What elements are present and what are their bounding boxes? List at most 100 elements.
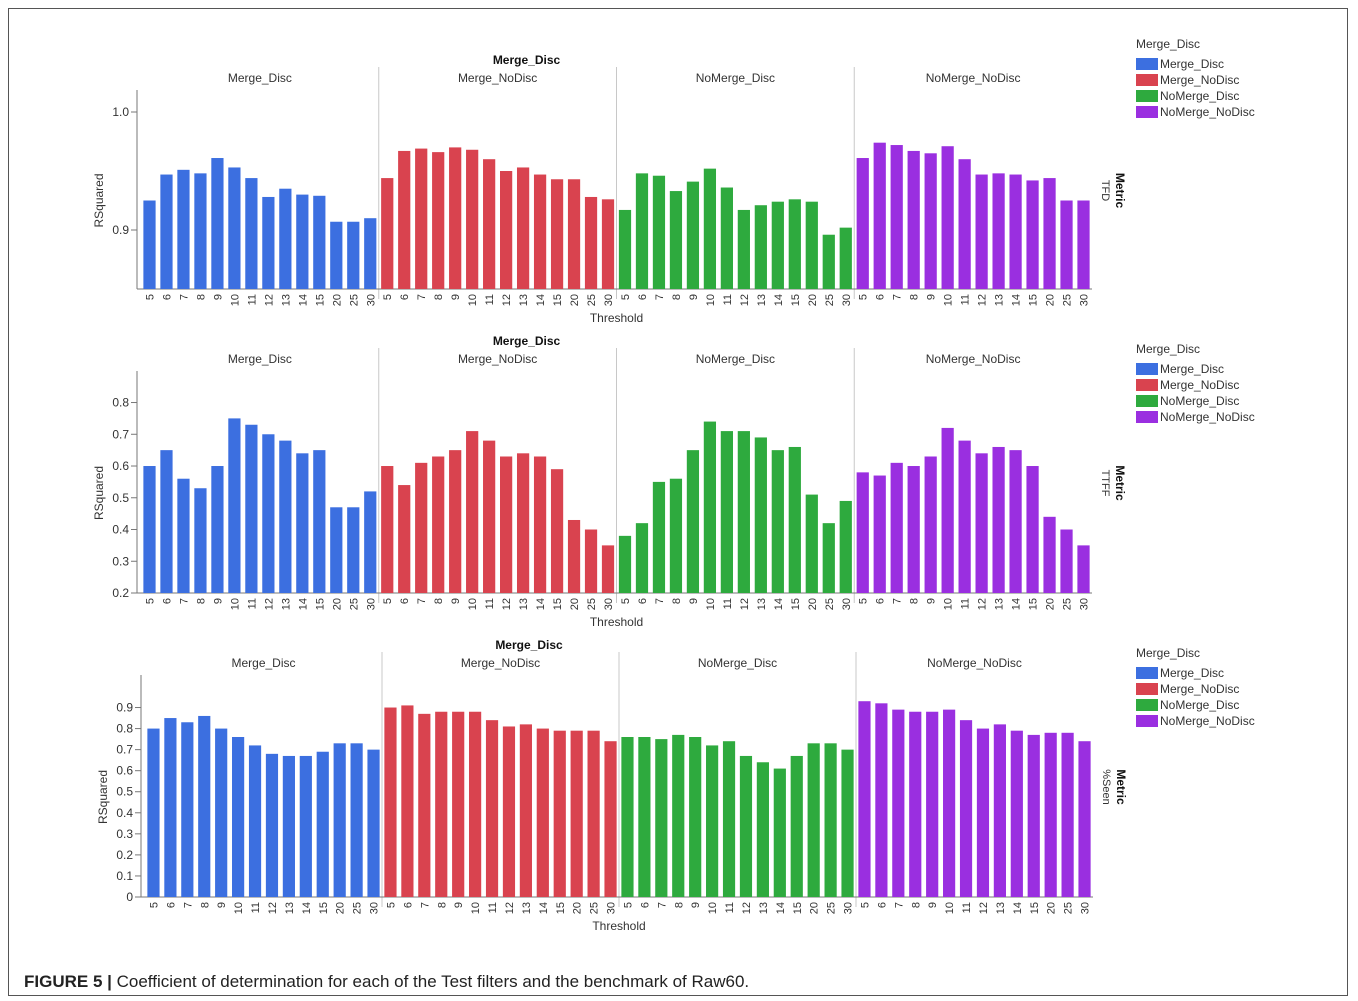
x-tick-label: 10 — [467, 294, 479, 306]
bar — [822, 523, 835, 593]
bar — [907, 466, 920, 593]
bar — [466, 431, 479, 593]
bar — [516, 453, 530, 593]
y-tick-label: 1.0 — [112, 105, 129, 119]
x-tick-label: 5 — [144, 598, 156, 604]
bar — [992, 173, 1005, 289]
bar — [384, 707, 397, 897]
x-tick-label: 12 — [739, 598, 751, 610]
legend-title: Merge_Disc — [1136, 646, 1200, 660]
x-tick-label: 14 — [1011, 294, 1023, 306]
bar — [601, 545, 615, 593]
x-tick-label: 14 — [301, 902, 313, 914]
bar — [466, 149, 479, 289]
x-tick-label: 13 — [756, 294, 768, 306]
bar — [1009, 174, 1022, 289]
bar — [652, 175, 666, 289]
x-tick-label: 11 — [722, 294, 734, 305]
bar — [435, 711, 448, 897]
chart-title: Merge_Disc — [495, 638, 563, 652]
x-tick-label: 20 — [807, 598, 819, 610]
x-tick-label: 7 — [892, 294, 904, 300]
bar — [672, 734, 685, 897]
x-tick-label: 12 — [263, 598, 275, 610]
x-tick-label: 9 — [926, 294, 938, 300]
x-tick-label: 10 — [467, 598, 479, 610]
legend-entry-label: Merge_Disc — [1160, 57, 1224, 71]
x-tick-label: 9 — [690, 902, 702, 908]
legend-swatch — [1136, 58, 1158, 70]
bar — [194, 488, 207, 593]
bar — [924, 456, 937, 593]
group-header-label: Merge_Disc — [228, 71, 292, 85]
bar — [807, 743, 820, 897]
x-tick-label: 25 — [826, 902, 838, 914]
bar — [347, 221, 360, 289]
group-header-label: NoMerge_NoDisc — [926, 352, 1021, 366]
bar — [296, 194, 309, 289]
bar — [993, 724, 1006, 897]
bar — [570, 730, 583, 897]
x-tick-label: 7 — [178, 598, 190, 604]
x-axis-label: Threshold — [590, 311, 643, 325]
bar — [638, 737, 651, 897]
bar — [722, 741, 736, 897]
bar — [822, 234, 835, 289]
legend-entry-label: Merge_NoDisc — [1160, 682, 1239, 696]
bar — [1026, 180, 1039, 289]
bar — [635, 173, 649, 289]
x-tick-label: 6 — [639, 902, 651, 908]
bar — [1010, 730, 1023, 897]
bar — [533, 174, 547, 289]
x-tick-label: 6 — [637, 598, 649, 604]
x-tick-label: 13 — [758, 902, 770, 914]
x-tick-label: 11 — [960, 294, 972, 305]
x-tick-label: 8 — [909, 598, 921, 604]
x-tick-label: 25 — [1063, 902, 1075, 914]
bar — [452, 711, 465, 897]
bar — [282, 755, 295, 897]
bar — [519, 724, 532, 897]
bar — [618, 535, 632, 593]
x-tick-label: 12 — [978, 902, 990, 914]
x-tick-label: 15 — [314, 598, 326, 610]
bar — [890, 462, 903, 593]
x-tick-label: 9 — [216, 902, 228, 908]
facet-side-label: TTFF — [1099, 470, 1111, 497]
bar — [364, 218, 377, 289]
bar — [788, 199, 801, 289]
bar — [926, 711, 939, 897]
bar — [211, 466, 224, 593]
x-tick-label: 5 — [620, 598, 632, 604]
bar — [1026, 466, 1039, 593]
group-header-label: Merge_NoDisc — [461, 656, 540, 670]
legend: Merge_Disc Merge_Disc Merge_NoDisc NoMerge_… — [1136, 342, 1255, 424]
x-tick-label: 8 — [433, 294, 445, 300]
x-tick-label: 10 — [470, 902, 482, 914]
x-tick-label: 30 — [1080, 902, 1092, 914]
bar — [618, 209, 632, 289]
bar — [805, 494, 818, 593]
y-tick-label: 0.9 — [116, 701, 133, 715]
bar — [279, 440, 292, 593]
x-tick-label: 15 — [1029, 902, 1041, 914]
bar — [635, 523, 649, 593]
x-tick-label: 6 — [637, 294, 649, 300]
legend-swatch — [1136, 379, 1158, 391]
bar — [773, 768, 786, 897]
bar — [941, 427, 954, 593]
y-tick-label: 0.4 — [116, 806, 133, 820]
chart-title: Merge_Disc — [493, 53, 561, 67]
bar — [245, 178, 258, 289]
bar — [415, 148, 428, 289]
x-tick-label: 10 — [944, 902, 956, 914]
group-header-label: Merge_NoDisc — [458, 71, 537, 85]
x-tick-label: 14 — [538, 902, 550, 914]
bar — [177, 478, 190, 593]
group-header-label: NoMerge_NoDisc — [927, 656, 1022, 670]
x-tick-label: 11 — [487, 902, 499, 913]
bar — [604, 741, 617, 897]
bar — [689, 737, 702, 897]
bar — [941, 146, 954, 289]
